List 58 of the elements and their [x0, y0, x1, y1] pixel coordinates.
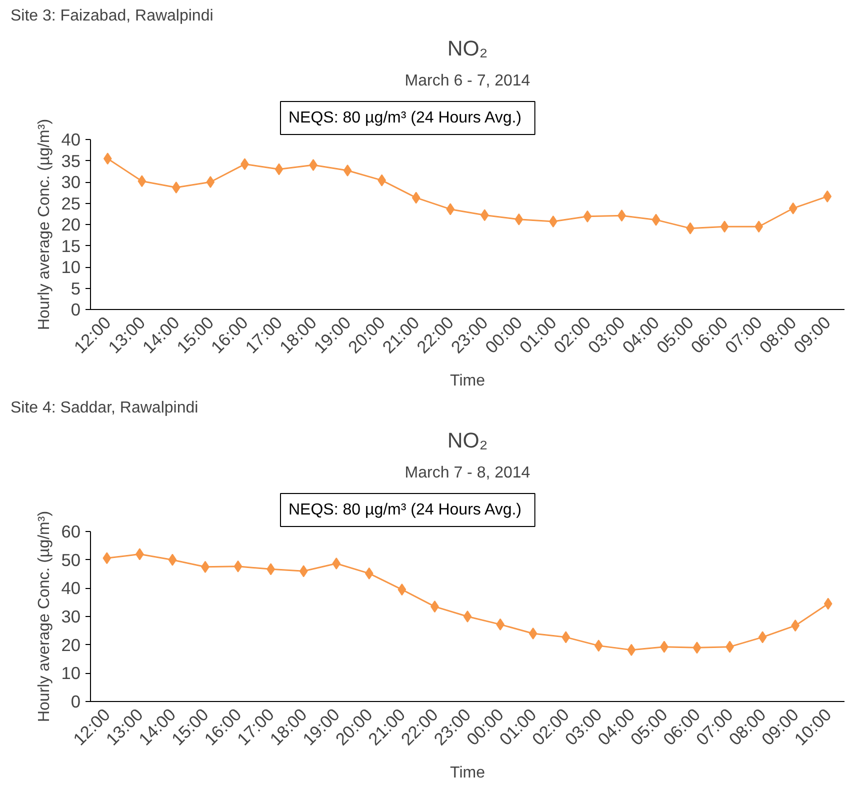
chart-subtitle: March 7 - 8, 2014 [404, 464, 530, 482]
point [274, 163, 284, 176]
text: NEQS: 80 µg/m³ (24 Hours Avg.) [288, 110, 522, 126]
point [309, 159, 318, 171]
chart-subtitle: March 6 - 7, 2014 [404, 72, 530, 90]
y-tick-label: 35 [61, 150, 81, 171]
point [720, 220, 729, 233]
point [514, 213, 524, 226]
point [234, 560, 242, 572]
text: NEQS: 80 µg/m³ (24 Hours Avg.) [288, 502, 522, 518]
text: Site 4: Saddar, Rawalpindi [10, 400, 198, 416]
point [594, 640, 603, 652]
chart-title: NO₂ [447, 36, 488, 60]
x-axis-title: Time [450, 372, 486, 390]
point [758, 631, 767, 644]
point [332, 558, 341, 570]
y-axis-title: Hourly average Conc. (µg/m³) [36, 510, 54, 722]
point [103, 152, 112, 165]
point [412, 192, 420, 204]
y-tick-label: 5 [70, 278, 81, 298]
y-tick-label: 40 [61, 130, 81, 150]
point [138, 175, 146, 188]
y-tick-label: 20 [61, 214, 81, 234]
y-tick-label: 10 [61, 257, 81, 277]
point [446, 203, 455, 216]
y-tick-label: 40 [61, 578, 81, 598]
point [343, 164, 352, 177]
point [824, 598, 832, 610]
y-tick-label: 15 [61, 236, 81, 256]
y-tick-label: 50 [61, 550, 81, 570]
y-tick-label: 0 [70, 692, 81, 712]
point [692, 642, 702, 654]
y-tick-label: 60 [61, 522, 81, 542]
point [823, 190, 832, 202]
point [627, 644, 636, 656]
point [168, 554, 177, 566]
y-tick-label: 30 [61, 606, 81, 626]
text: Site 3: Faizabad, Rawalpindi [10, 8, 214, 24]
y-tick-label: 20 [61, 634, 81, 655]
y-tick-label: 0 [70, 300, 81, 320]
point [562, 631, 570, 644]
point [463, 610, 472, 622]
y-axis-title: Hourly average Conc. (µg/m³) [36, 118, 54, 330]
x-axis-title: Time [450, 764, 486, 782]
point [364, 567, 374, 580]
chart-title: NO₂ [447, 428, 488, 452]
point [206, 176, 215, 188]
point [398, 584, 406, 596]
y-tick-label: 10 [61, 663, 81, 684]
point [528, 628, 538, 640]
point [299, 565, 308, 578]
point [480, 209, 489, 222]
point [583, 210, 592, 222]
y-tick-label: 25 [61, 193, 81, 214]
point [788, 202, 798, 214]
y-tick-label: 30 [61, 172, 81, 192]
point [102, 552, 112, 564]
point [652, 214, 660, 226]
